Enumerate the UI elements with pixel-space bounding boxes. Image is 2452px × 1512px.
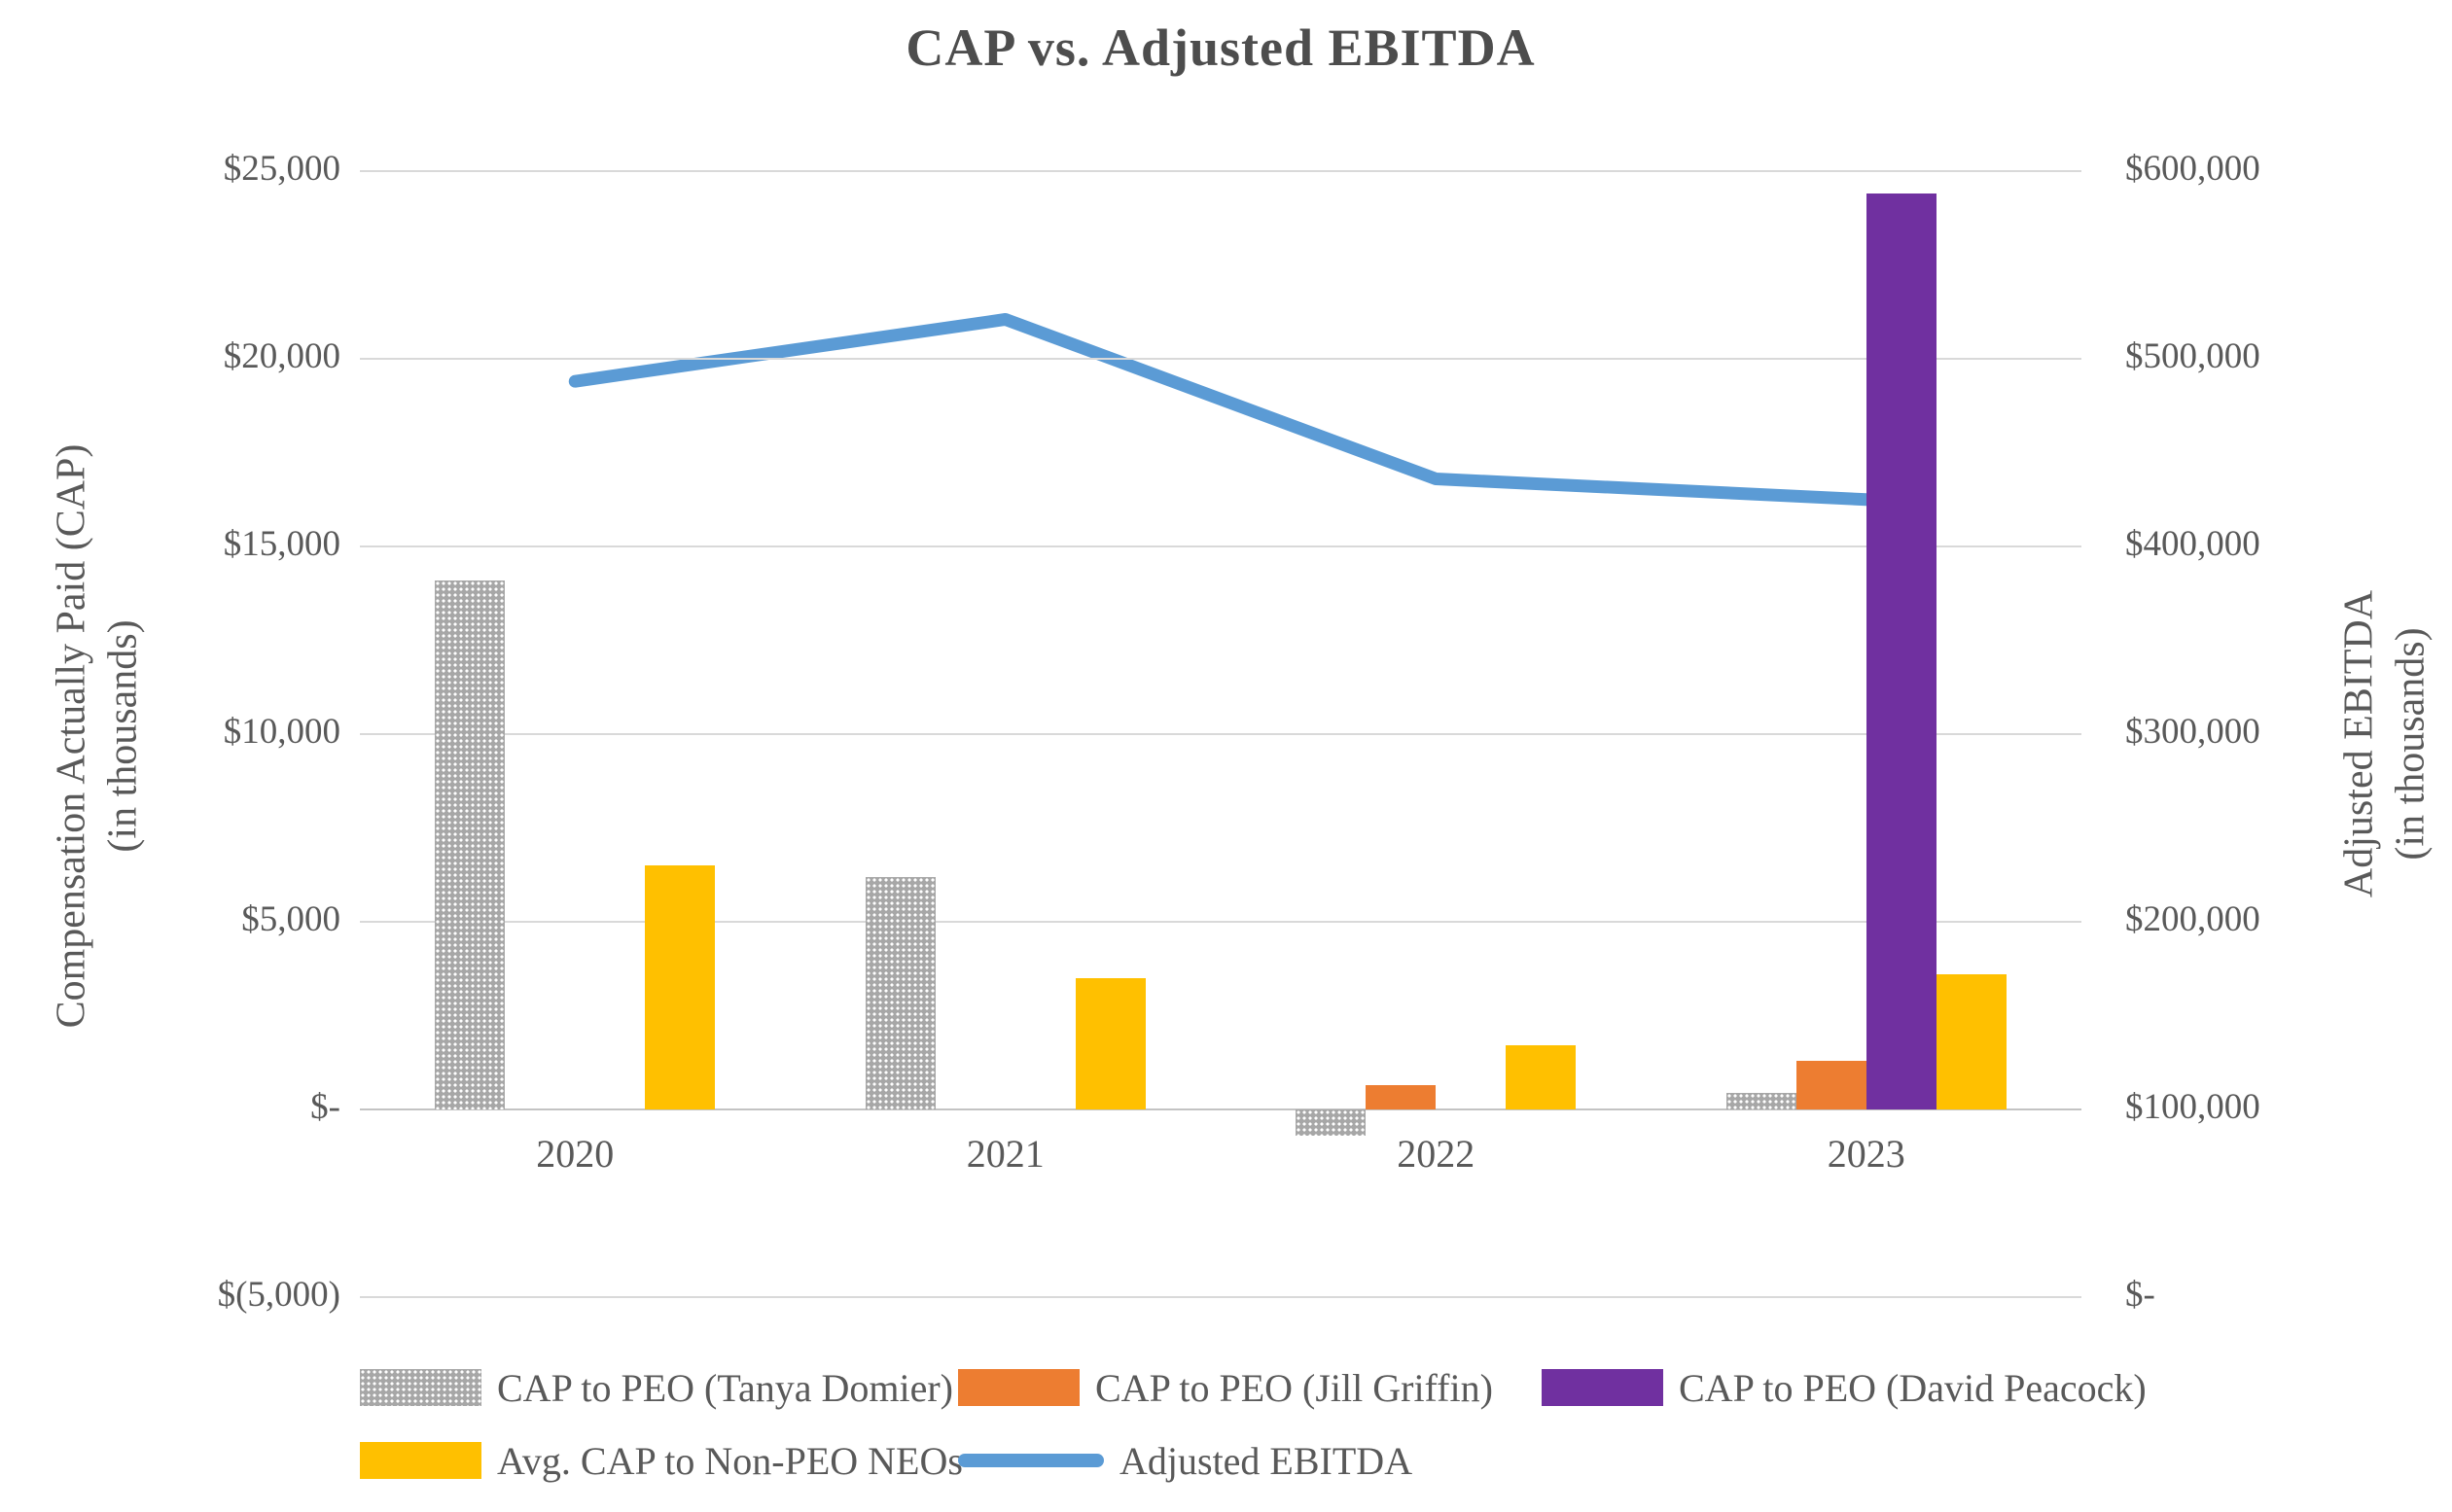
gridline (360, 358, 2081, 360)
x-axis-label-2023: 2023 (1827, 1132, 1905, 1176)
chart-title: CAP vs. Adjusted EBITDA (906, 18, 1536, 77)
legend-item-cap-to-peo-tanya-domier: CAP to PEO (Tanya Domier) (360, 1360, 953, 1415)
left-axis-tick: $(5,000) (217, 1275, 340, 1315)
x-axis-label-2022: 2022 (1397, 1132, 1475, 1176)
gridline (360, 545, 2081, 547)
right-axis-tick: $200,000 (2125, 899, 2260, 939)
legend-label: Avg. CAP to Non-PEO NEOs (497, 1438, 963, 1483)
bar-2023-cap-to-peo-david-peacock (1866, 193, 1937, 1109)
legend-item-cap-to-peo-jill-griffin: CAP to PEO (Jill Griffin) (958, 1360, 1493, 1415)
bar-2021-cap-to-peo-tanya-domier (865, 876, 936, 1109)
right-axis-tick: $600,000 (2125, 149, 2260, 189)
adjusted-ebitda-line (568, 312, 1873, 507)
legend-swatch (958, 1369, 1080, 1406)
right-axis-tick: $400,000 (2125, 524, 2260, 564)
bar-2021-avg-cap-to-non-peo-neos (1075, 977, 1146, 1109)
gridline (360, 1296, 2081, 1298)
left-axis-tick: $5,000 (241, 899, 340, 939)
left-axis-title-line1: Compensation Actually Paid (CAP) (49, 443, 94, 1029)
legend-line-swatch (958, 1454, 1104, 1467)
legend-swatch (360, 1369, 481, 1406)
right-axis-title-line2: (in thousands) (2388, 627, 2433, 861)
legend-label: CAP to PEO (David Peacock) (1679, 1365, 2147, 1410)
gridline (360, 733, 2081, 735)
right-axis-tick: $- (2125, 1275, 2155, 1315)
zero-axis-line (360, 1108, 2081, 1110)
legend-label: CAP to PEO (Jill Griffin) (1095, 1365, 1493, 1410)
bar-2023-cap-to-peo-tanya-domier (1725, 1092, 1796, 1109)
legend-item-avg-cap-to-non-peo-neos: Avg. CAP to Non-PEO NEOs (360, 1433, 963, 1488)
right-axis-tick: $100,000 (2125, 1087, 2260, 1127)
bar-2022-avg-cap-to-non-peo-neos (1506, 1045, 1577, 1109)
legend-label: Adjusted EBITDA (1119, 1438, 1413, 1483)
legend-item-cap-to-peo-david-peacock: CAP to PEO (David Peacock) (1542, 1360, 2147, 1415)
left-axis-tick: $10,000 (223, 712, 340, 752)
bar-2022-cap-to-peo-jill-griffin (1366, 1084, 1437, 1109)
bar-2020-avg-cap-to-non-peo-neos (645, 865, 716, 1109)
legend-label: CAP to PEO (Tanya Domier) (497, 1365, 953, 1410)
bar-2020-cap-to-peo-tanya-domier (435, 580, 506, 1109)
left-axis-tick: $15,000 (223, 524, 340, 564)
x-axis-label-2021: 2021 (966, 1132, 1045, 1176)
left-axis-tick: $- (310, 1087, 340, 1127)
gridline (360, 170, 2081, 172)
bar-2022-cap-to-peo-tanya-domier (1296, 1109, 1367, 1137)
legend-item-adjusted-ebitda: Adjusted EBITDA (958, 1433, 1412, 1488)
x-axis-label-2020: 2020 (536, 1132, 615, 1176)
right-axis-tick: $500,000 (2125, 336, 2260, 376)
bar-2023-avg-cap-to-non-peo-neos (1936, 974, 2007, 1109)
left-axis-tick: $20,000 (223, 336, 340, 376)
legend-swatch (360, 1442, 481, 1479)
gridline (360, 921, 2081, 923)
right-axis-tick: $300,000 (2125, 712, 2260, 752)
legend-swatch (1542, 1369, 1663, 1406)
left-axis-tick: $25,000 (223, 149, 340, 189)
bar-2023-cap-to-peo-jill-griffin (1795, 1060, 1866, 1109)
